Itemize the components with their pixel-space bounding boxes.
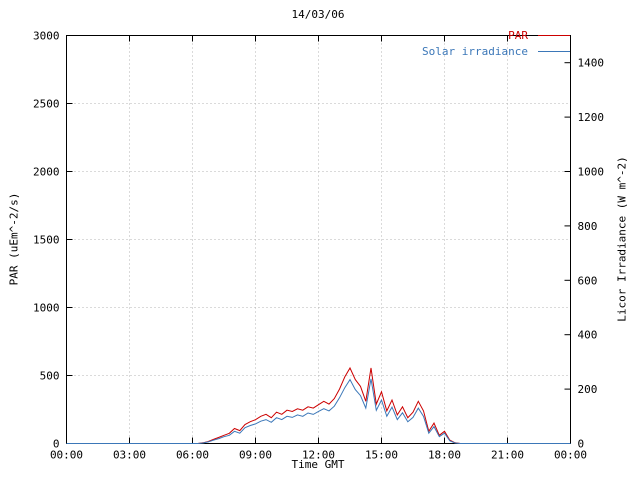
par-line-sample	[538, 34, 570, 36]
y-left-tick-label: 500	[40, 370, 60, 383]
y-right-tick-label: 200	[578, 383, 598, 396]
y-left-tick-label: 0	[53, 438, 60, 451]
y-right-tick-label: 400	[578, 329, 598, 342]
xaxis-label: Time GMT	[291, 458, 345, 471]
x-tick-label: 00:00	[554, 449, 587, 462]
x-tick-label: 12:00	[302, 449, 335, 462]
x-tick-label: 03:00	[113, 449, 146, 462]
y-left-tick-label: 2000	[33, 166, 60, 179]
x-tick-label: 18:00	[428, 449, 461, 462]
y-right-tick-label: 600	[578, 274, 598, 287]
legend-item-par: PAR	[422, 27, 570, 43]
y-left-tick-label: 1500	[33, 234, 60, 247]
y-left-tick-label: 1000	[33, 302, 60, 315]
y-right-tick-label: 800	[578, 220, 598, 233]
x-tick-label: 00:00	[50, 449, 83, 462]
x-tick-label: 09:00	[239, 449, 272, 462]
legend-label-solar: Solar irradiance	[422, 44, 528, 58]
y-right-tick-label: 0	[578, 438, 585, 451]
series-solar-irradiance	[66, 378, 571, 444]
solar-line-sample	[538, 50, 570, 52]
x-tick-label: 15:00	[365, 449, 398, 462]
legend-label-par: PAR	[508, 28, 528, 42]
x-tick-label: 06:00	[176, 449, 209, 462]
legend: PAR Solar irradiance	[422, 27, 570, 59]
x-tick-label: 21:00	[491, 449, 524, 462]
y-right-tick-label: 1000	[578, 166, 605, 179]
y-right-tick-label: 1400	[578, 57, 605, 70]
y-left-tick-label: 2500	[33, 98, 60, 111]
legend-item-solar: Solar irradiance	[422, 43, 570, 59]
chart-title: 14/03/06	[291, 8, 345, 21]
y-left-tick-label: 3000	[33, 30, 60, 43]
y-right-tick-label: 1200	[578, 111, 605, 124]
